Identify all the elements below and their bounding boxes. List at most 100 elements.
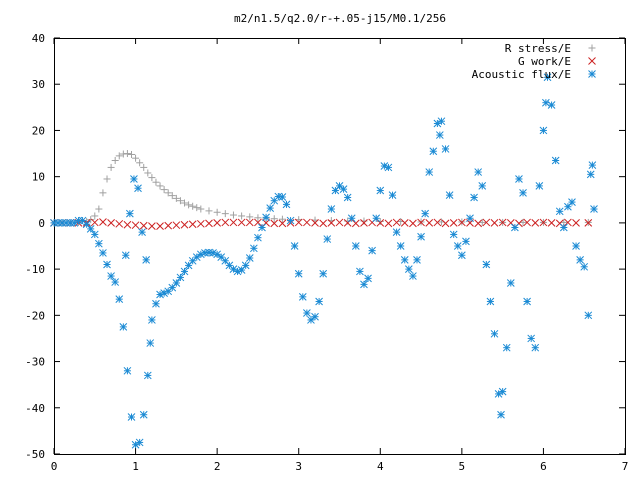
data-point (576, 256, 584, 264)
data-point (519, 188, 527, 197)
data-point (502, 343, 511, 352)
data-point (196, 219, 205, 228)
data-point (196, 250, 205, 259)
data-point (404, 265, 413, 273)
data-point (364, 274, 372, 283)
data-point (478, 182, 487, 190)
data-point (107, 163, 115, 171)
data-point (543, 73, 552, 82)
data-point (205, 219, 213, 228)
data-point (458, 251, 466, 260)
y-axis: 40 30 20 10 0 -10 -20 -30 -40 -50 (25, 32, 625, 461)
data-point (229, 218, 238, 227)
data-point (290, 242, 299, 250)
x-tick-label: 4 (377, 460, 384, 473)
data-point (539, 126, 548, 135)
y-tick-label: -40 (25, 402, 45, 415)
data-point (449, 230, 458, 239)
data-point (126, 209, 134, 218)
data-point (523, 218, 531, 227)
legend-marker (588, 44, 596, 52)
data-point (323, 235, 332, 243)
data-point (413, 256, 421, 264)
data-point (172, 194, 180, 202)
data-point (376, 218, 384, 226)
x-tick-label: 1 (132, 460, 139, 473)
data-point (535, 182, 544, 190)
data-point (213, 219, 221, 227)
data-point (184, 261, 193, 270)
data-point (429, 147, 438, 156)
data-point (90, 230, 99, 239)
legend-label: Acoustic flux/E (472, 68, 571, 81)
data-point (351, 242, 360, 250)
x-axis: 0 1 2 3 4 5 6 7 (51, 38, 628, 473)
data-point (107, 219, 115, 227)
data-point (87, 216, 95, 224)
data-point (78, 216, 87, 225)
data-point (254, 214, 262, 222)
legend-label: G work/E (518, 55, 571, 68)
data-point (221, 210, 229, 218)
data-point (99, 249, 107, 257)
data-point (392, 228, 401, 236)
data-point (441, 145, 450, 153)
data-point (319, 269, 328, 278)
data-point (238, 212, 246, 220)
y-tick-label: -50 (25, 448, 45, 461)
data-point (384, 163, 393, 172)
data-point (152, 299, 160, 308)
data-point (360, 219, 368, 227)
plot-frame (54, 38, 626, 455)
legend-marker (588, 70, 596, 78)
data-point (441, 219, 450, 228)
data-point (482, 218, 491, 227)
data-point (115, 219, 124, 228)
data-point (400, 256, 409, 264)
data-point (555, 207, 564, 216)
data-point (564, 218, 572, 227)
data-point (134, 184, 142, 193)
legend-label: R stress/E (505, 42, 571, 55)
data-point (497, 410, 505, 419)
data-point (185, 201, 193, 209)
y-tick-label: 30 (32, 78, 45, 91)
data-point (115, 152, 123, 160)
data-point (347, 214, 356, 223)
data-point (580, 262, 589, 271)
data-point (197, 205, 205, 213)
y-tick-label: -30 (25, 356, 45, 369)
data-point (388, 191, 397, 200)
data-point (531, 343, 540, 352)
y-tick-label: -10 (25, 263, 45, 276)
data-point (249, 244, 258, 253)
data-point (311, 219, 319, 227)
data-point (486, 297, 495, 306)
chart-title: m2/n1.5/q2.0/r-+.05-j15/M0.1/256 (234, 12, 446, 25)
data-point (229, 211, 237, 219)
data-point (95, 239, 103, 248)
data-point (278, 193, 287, 201)
data-point (135, 438, 144, 447)
y-tick-label: 20 (32, 124, 45, 137)
data-point (572, 219, 580, 227)
data-point (282, 200, 291, 209)
data-point (339, 185, 348, 194)
data-point (181, 199, 189, 207)
x-tick-label: 0 (51, 460, 58, 473)
data-point (303, 309, 311, 317)
data-point (180, 267, 189, 276)
data-point (237, 218, 246, 227)
data-point (294, 269, 303, 278)
data-point (294, 218, 303, 227)
data-point (335, 182, 344, 190)
data-point (335, 218, 344, 227)
data-point (425, 219, 434, 227)
data-point (351, 219, 360, 228)
data-point (458, 218, 466, 227)
data-point (123, 220, 132, 229)
data-point (168, 192, 176, 200)
data-point (417, 232, 425, 241)
data-point (376, 186, 385, 195)
